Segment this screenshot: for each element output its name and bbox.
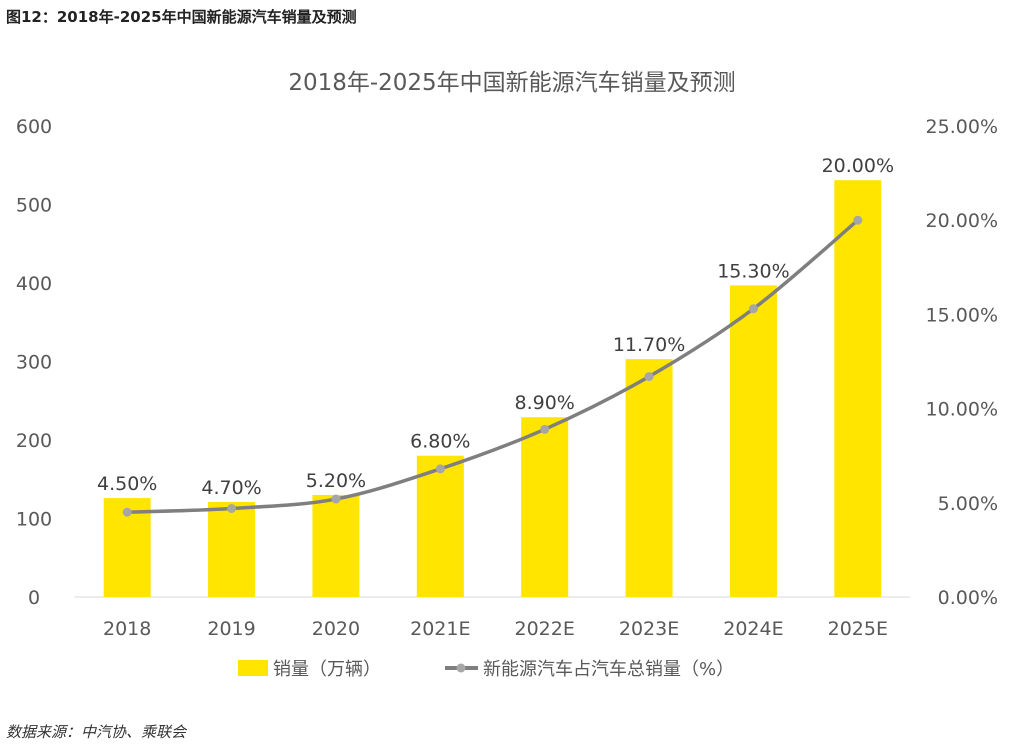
y-left-tick-label: 200 — [16, 430, 52, 452]
line-marker — [227, 503, 237, 513]
y-left-tick-label: 100 — [16, 509, 52, 531]
x-tick-label: 2018 — [103, 618, 151, 640]
y-left-tick-label: 500 — [16, 195, 52, 217]
data-label: 5.20% — [306, 470, 366, 492]
bar — [625, 359, 673, 597]
data-label: 8.90% — [515, 392, 575, 414]
x-tick-label: 2021E — [410, 618, 470, 640]
data-label: 11.70% — [613, 334, 685, 356]
figure-caption: 图12：2018年-2025年中国新能源汽车销量及预测 — [6, 8, 357, 26]
line-marker — [122, 507, 132, 517]
bar — [521, 417, 569, 597]
x-tick-label: 2019 — [207, 618, 255, 640]
y-right-tick-label: 15.00% — [926, 304, 998, 326]
y-right-tick-label: 10.00% — [926, 399, 998, 421]
data-label: 15.30% — [717, 260, 789, 282]
legend: 销量（万辆） 新能源汽车占汽车总销量（%） — [238, 659, 734, 680]
y-left-tick-label: 400 — [16, 273, 52, 295]
data-label: 4.50% — [97, 473, 157, 495]
x-tick-label: 2023E — [619, 618, 679, 640]
bar — [729, 285, 777, 597]
chart-title: 2018年-2025年中国新能源汽车销量及预测 — [288, 70, 735, 96]
bar — [208, 502, 256, 597]
bar — [312, 494, 360, 597]
y-right-tick-label: 25.00% — [926, 116, 998, 138]
line-marker — [540, 424, 550, 434]
line-marker — [435, 464, 445, 474]
legend-swatch-bar — [238, 660, 268, 676]
bar — [416, 455, 464, 597]
data-label: 6.80% — [410, 431, 470, 453]
legend-label-bar: 销量（万辆） — [273, 659, 381, 680]
y-left-tick-label: 600 — [16, 116, 52, 138]
y-left-tick-label: 0 — [28, 587, 40, 609]
legend-label-line: 新能源汽车占汽车总销量（%） — [483, 659, 734, 680]
y-right-tick-label: 5.00% — [938, 493, 998, 515]
line-marker — [331, 494, 341, 504]
data-label: 4.70% — [201, 477, 261, 499]
y-right-tick-label: 20.00% — [926, 210, 998, 232]
series-line — [127, 218, 859, 514]
line-marker — [748, 304, 758, 314]
source-note: 数据来源：中汽协、乘联会 — [6, 723, 187, 741]
y-left-tick-label: 300 — [16, 352, 52, 374]
line-marker — [644, 372, 654, 382]
legend-swatch-marker — [456, 663, 466, 673]
line-marker — [853, 215, 863, 225]
y-right-tick-label: 0.00% — [938, 587, 998, 609]
x-tick-label: 2020 — [312, 618, 360, 640]
x-tick-label: 2024E — [723, 618, 783, 640]
x-tick-label: 2025E — [828, 618, 888, 640]
data-label: 20.00% — [822, 155, 894, 177]
bar — [834, 180, 882, 598]
x-tick-label: 2022E — [515, 618, 575, 640]
